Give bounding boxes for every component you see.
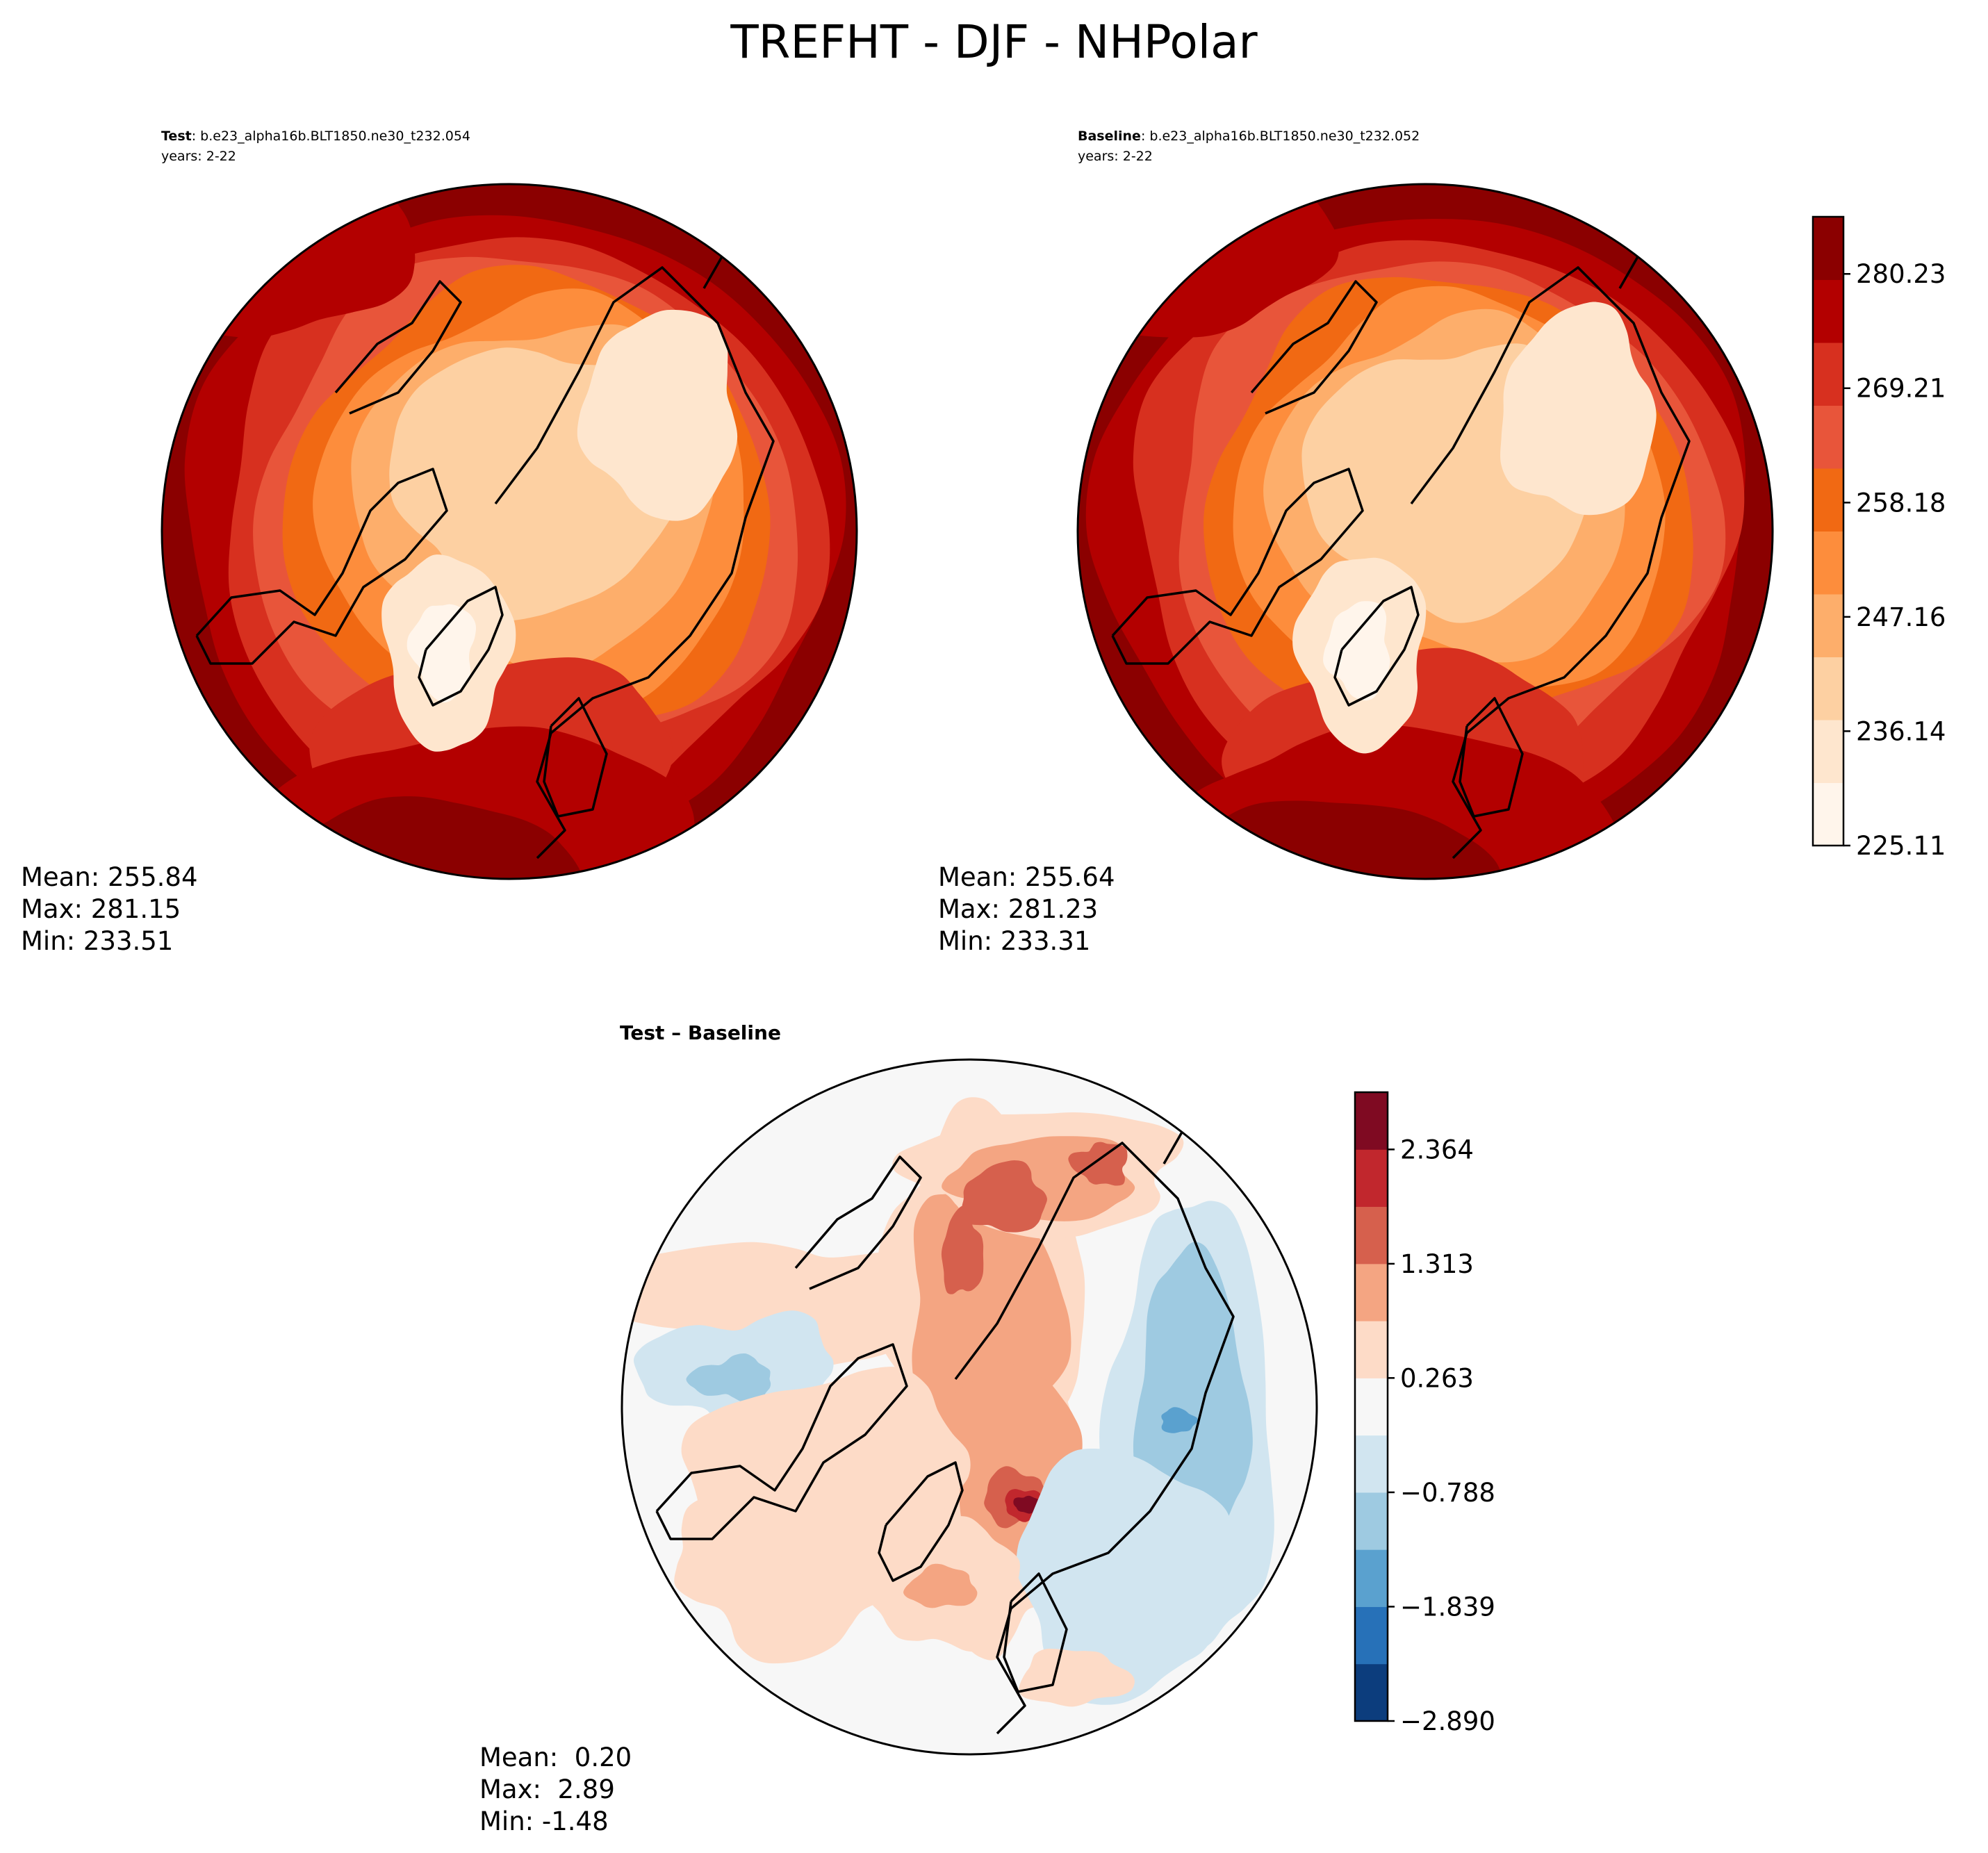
diff-colorbar-level-0: [1355, 1663, 1388, 1722]
baseline-label: Baseline: [1078, 129, 1141, 144]
coastline-2: [494, 266, 775, 859]
figure-title: TREFHT - DJF - NHPolar: [730, 15, 1258, 69]
diff-min: Min: -1.48: [479, 1806, 609, 1836]
test-stats: Mean: 255.84 Max: 281.15 Min: 233.51: [21, 862, 198, 957]
temp-colorbar-tick-label-2: 247.16: [1856, 602, 1946, 632]
baseline-min: Min: 233.31: [938, 926, 1091, 956]
test-years: years: 2-22: [161, 149, 236, 164]
temp-colorbar-tick-label-0: 225.11: [1856, 831, 1946, 861]
baseline-caption: Baseline: b.e23_alpha16b.BLT1850.ne30_t2…: [1078, 126, 1420, 167]
pacific-warm-band: [162, 184, 416, 338]
map-boundary: [1076, 183, 1774, 880]
baseline-stats: Mean: 255.64 Max: 281.23 Min: 233.31: [938, 862, 1115, 957]
baseline-map: [1076, 183, 1774, 880]
diff-max: Max: 2.89: [479, 1774, 615, 1804]
test-case-name: : b.e23_alpha16b.BLT1850.ne30_t232.054: [191, 129, 471, 144]
diff-contour-17: [1161, 1407, 1199, 1433]
coastline-1: [1111, 468, 1364, 665]
diff-colorbar-level-9: [1355, 1149, 1388, 1208]
coastline-0: [1333, 586, 1420, 707]
coastline-4: [334, 280, 462, 415]
temp-colorbar-level-6: [1813, 405, 1843, 469]
test-caption: Test: b.e23_alpha16b.BLT1850.ne30_t232.0…: [161, 126, 470, 167]
coastline-3: [1459, 697, 1524, 818]
diff-title: Test – Baseline: [620, 1021, 781, 1044]
map-boundary: [161, 183, 858, 880]
diff-colorbar-level-6: [1355, 1321, 1388, 1378]
diff-contour-23: [1018, 1648, 1135, 1707]
temp-colorbar-level-9: [1813, 217, 1843, 280]
diff-contour-9: [960, 1160, 1047, 1233]
temp-colorbar-frame: [1812, 215, 1845, 847]
baseline-years: years: 2-22: [1078, 149, 1153, 164]
temp-colorbar-tick-label-4: 269.21: [1856, 374, 1946, 404]
difference-colorbar: −2.890 −1.839 −0.788 0.263 1.313 2.364: [1354, 1091, 1495, 1736]
diff-colorbar-tick-label-3: 0.263: [1400, 1363, 1474, 1393]
coastline-4: [1250, 280, 1378, 415]
temperature-colorbar: 225.11 236.14 247.16 258.18 269.21 280.23: [1812, 215, 1946, 861]
coastline-0: [878, 1461, 964, 1582]
diff-contour-13: [1013, 1495, 1040, 1514]
baseline-mean: Mean: 255.64: [938, 862, 1115, 892]
diff-colorbar-level-8: [1355, 1206, 1388, 1265]
greenland-coldest: [1323, 601, 1390, 701]
coastline-4: [794, 1155, 922, 1290]
diff-colorbar-tick-label-2: −0.788: [1400, 1478, 1495, 1508]
diff-contour-22: [903, 1563, 978, 1608]
baseline-max: Max: 281.23: [938, 894, 1099, 924]
temp-colorbar-level-1: [1813, 720, 1843, 783]
siberia-cold: [1500, 302, 1657, 516]
temp-colorbar-level-0: [1813, 782, 1843, 846]
diff-contour-2: [686, 1353, 771, 1403]
test-min: Min: 233.51: [21, 926, 174, 956]
diff-colorbar-level-1: [1355, 1606, 1388, 1665]
coastline-1: [195, 468, 448, 665]
diff-map: [621, 1058, 1318, 1756]
diff-contour-14: [1068, 1142, 1128, 1186]
temp-colorbar-level-8: [1813, 279, 1843, 343]
diff-colorbar-tick-label-0: −2.890: [1400, 1706, 1495, 1736]
coastline-1: [655, 1343, 908, 1540]
diff-colorbar-level-10: [1355, 1092, 1388, 1150]
temp-colorbar-tick-label-5: 280.23: [1856, 259, 1946, 289]
diff-contour-20: [681, 1367, 971, 1593]
diff-colorbar-frame: [1354, 1091, 1389, 1722]
diff-stats: Mean: 0.20 Max: 2.89 Min: -1.48: [479, 1742, 632, 1838]
coastline-3: [1003, 1572, 1068, 1693]
diff-colorbar-tick-label-4: 1.313: [1400, 1249, 1474, 1279]
coastline-2: [954, 1142, 1235, 1735]
temp-colorbar-level-5: [1813, 468, 1843, 532]
diff-colorbar-level-3: [1355, 1492, 1388, 1550]
temp-colorbar-tick-label-3: 258.18: [1856, 488, 1946, 518]
test-max: Max: 281.15: [21, 894, 181, 924]
diff-contour-10: [941, 1205, 984, 1294]
temp-colorbar-tick-label-1: 236.14: [1856, 716, 1946, 746]
greenland-coldest: [406, 604, 476, 703]
coastlines: [195, 224, 775, 859]
diff-colorbar-level-2: [1355, 1549, 1388, 1607]
diff-colorbar-tick-label-1: −1.839: [1400, 1592, 1495, 1622]
diff-colorbar-tick-label-5: 2.364: [1400, 1135, 1474, 1164]
coastline-0: [418, 586, 504, 707]
map-boundary: [621, 1058, 1318, 1756]
temp-colorbar-level-2: [1813, 657, 1843, 720]
temp-colorbar-level-7: [1813, 343, 1843, 406]
coastline-3: [543, 697, 608, 818]
diff-mean: Mean: 0.20: [479, 1743, 632, 1772]
diff-colorbar-level-7: [1355, 1263, 1388, 1321]
coastline-2: [1410, 266, 1691, 859]
siberia-cold: [577, 309, 738, 521]
diff-contour-18: [1016, 1449, 1233, 1705]
test-mean: Mean: 255.84: [21, 862, 198, 892]
diff-colorbar-level-4: [1355, 1435, 1388, 1493]
temp-colorbar-level-4: [1813, 531, 1843, 595]
diff-colorbar-level-5: [1355, 1378, 1388, 1436]
temp-colorbar-level-3: [1813, 594, 1843, 657]
test-map: [161, 183, 858, 880]
test-label: Test: [161, 129, 192, 144]
baseline-case-name: : b.e23_alpha16b.BLT1850.ne30_t232.052: [1140, 129, 1420, 144]
